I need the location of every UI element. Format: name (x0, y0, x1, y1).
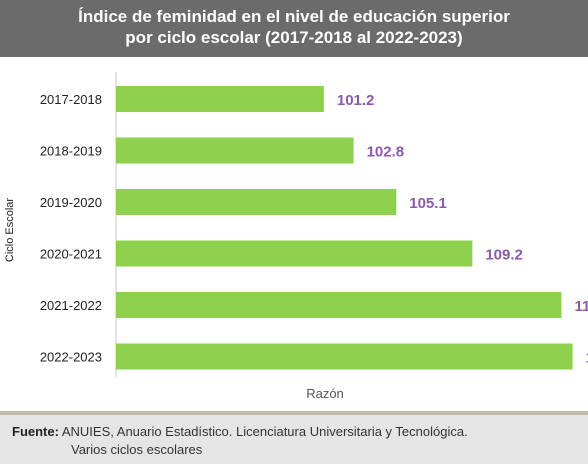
y-axis-label: Ciclo Escolar (4, 198, 16, 263)
data-label-2017-2018: 101.2 (337, 92, 375, 109)
source-line1: Fuente: ANUIES, Anuario Estadístico. Lic… (12, 423, 576, 441)
bar-chart: 2017-2018 101.2 2018-2019 102.8 2019-2020 105… (4, 72, 588, 401)
data-label-2022-2023: 114.6 (586, 350, 588, 367)
source-footer: Fuente: ANUIES, Anuario Estadístico. Lic… (0, 411, 588, 464)
source-text-line1: ANUIES, Anuario Estadístico. Licenciatur… (61, 424, 468, 439)
bar-2017-2018 (116, 86, 324, 112)
category-label-2022-2023: 2022-2023 (40, 350, 102, 365)
bar-2018-2019 (116, 137, 354, 164)
chart-title-line2: por ciclo escolar (2017-2018 al 2022-202… (125, 28, 463, 47)
category-label-2017-2018: 2017-2018 (40, 92, 102, 107)
category-label-2020-2021: 2020-2021 (40, 247, 102, 262)
category-label-2019-2020: 2019-2020 (40, 195, 102, 210)
source-label: Fuente: (12, 424, 59, 439)
bar-2022-2023 (116, 343, 573, 370)
data-label-2020-2021: 109.2 (485, 247, 523, 264)
chart-header: Índice de feminidad en el nivel de educa… (0, 0, 588, 57)
data-label-2018-2019: 102.8 (367, 144, 405, 161)
category-label-2021-2022: 2021-2022 (40, 298, 102, 313)
category-label-2018-2019: 2018-2019 (40, 144, 102, 159)
bar-2020-2021 (116, 240, 473, 267)
data-label-2019-2020: 105.1 (409, 195, 447, 212)
data-label-2021-2022: 114 (574, 298, 588, 315)
x-axis-label: Razón (306, 386, 344, 401)
chart-title-line1: Índice de feminidad en el nivel de educa… (78, 7, 510, 26)
bar-2019-2020 (116, 189, 397, 215)
source-text-line2: Varios ciclos escolares (71, 442, 203, 457)
bar-2021-2022 (116, 292, 562, 318)
